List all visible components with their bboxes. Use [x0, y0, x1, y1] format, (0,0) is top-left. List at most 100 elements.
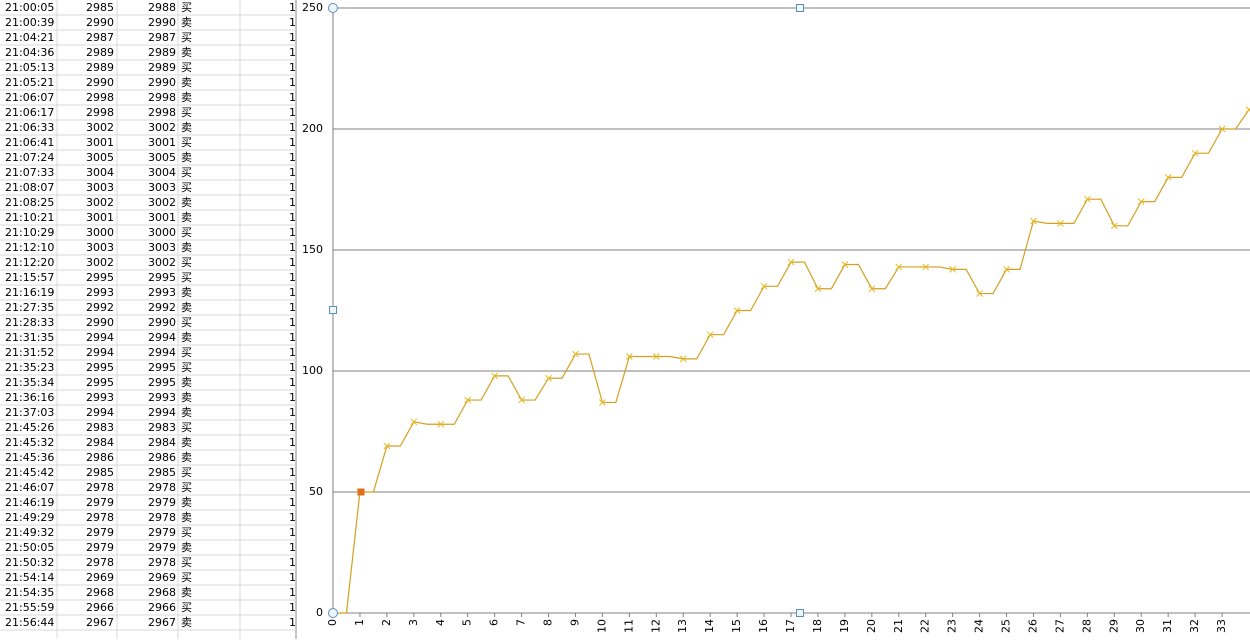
point-marker	[652, 353, 660, 360]
point-marker	[1137, 198, 1145, 205]
x-tick-label: 2	[380, 619, 393, 626]
point-marker	[733, 307, 741, 314]
cell-text: 21:55:59	[5, 601, 54, 614]
point-marker	[1110, 222, 1118, 230]
cell-text: 21:08:07	[5, 181, 54, 194]
point-marker	[1083, 195, 1091, 203]
cell-text: 2994	[86, 331, 114, 344]
cell-text: 21:04:21	[5, 31, 54, 44]
cell-text: 2979	[86, 541, 114, 554]
x-tick-label: 26	[1026, 619, 1039, 633]
cell-text: 买	[181, 361, 192, 374]
point-marker	[599, 399, 606, 406]
cell-text: 买	[181, 136, 192, 149]
cell-text: 卖	[181, 541, 192, 554]
cell-text: 卖	[181, 121, 192, 134]
cell-text: 买	[181, 481, 192, 494]
cell-text: 买	[181, 256, 192, 269]
cell-text: 2985	[86, 1, 114, 14]
cell-text: 2990	[86, 316, 114, 329]
point-marker	[464, 396, 472, 404]
cell-text: 2979	[148, 496, 176, 509]
cell-text: 21:12:10	[5, 241, 54, 254]
y-tick-label: 250	[302, 1, 323, 14]
cell-text: 2966	[148, 601, 176, 614]
cell-text: 买	[181, 61, 192, 74]
cell-text: 买	[181, 271, 192, 284]
cell-text: 1	[289, 601, 296, 614]
cell-text: 21:45:32	[5, 436, 54, 449]
cell-text: 1	[289, 16, 296, 29]
cell-text: 2983	[148, 421, 176, 434]
cell-text: 1	[289, 286, 296, 299]
cell-text: 1	[289, 301, 296, 314]
cell-text: 买	[181, 526, 192, 539]
cell-text: 买	[181, 31, 192, 44]
chart-area[interactable]	[296, 0, 1250, 639]
cell-text: 1	[289, 451, 296, 464]
cell-text: 1	[289, 91, 296, 104]
x-tick-label: 17	[784, 619, 797, 633]
cell-text: 1	[289, 76, 296, 89]
x-tick-label: 32	[1188, 619, 1201, 633]
cell-text: 2993	[148, 286, 176, 299]
cell-text: 2995	[148, 271, 176, 284]
cell-text: 卖	[181, 436, 192, 449]
cell-text: 21:04:36	[5, 46, 54, 59]
cell-text: 买	[181, 181, 192, 194]
cell-text: 2984	[86, 436, 114, 449]
y-tick-label: 100	[302, 364, 323, 377]
x-tick-label: 11	[622, 619, 635, 633]
cell-text: 卖	[181, 286, 192, 299]
cell-text: 2998	[86, 91, 114, 104]
cell-text: 卖	[181, 91, 192, 104]
cell-text: 21:07:33	[5, 166, 54, 179]
cell-text: 21:45:26	[5, 421, 54, 434]
x-tick-label: 21	[892, 619, 905, 633]
cell-text: 21:00:39	[5, 16, 54, 29]
cell-text: 21:54:14	[5, 571, 54, 584]
cell-text: 1	[289, 556, 296, 569]
cell-text: 2992	[86, 301, 114, 314]
cell-text: 2990	[148, 76, 176, 89]
cell-text: 买	[181, 316, 192, 329]
cell-text: 3003	[148, 241, 176, 254]
cell-text: 1	[289, 46, 296, 59]
selection-handle	[796, 609, 804, 617]
point-marker	[491, 372, 499, 380]
x-tick-label: 28	[1080, 619, 1093, 633]
x-tick-label: 27	[1053, 619, 1066, 633]
cell-text: 2990	[86, 76, 114, 89]
cell-text: 卖	[181, 16, 192, 29]
cell-text: 1	[289, 481, 296, 494]
cell-text: 2989	[148, 61, 176, 74]
cell-text: 卖	[181, 151, 192, 164]
point-marker	[706, 331, 714, 339]
cell-text: 3002	[86, 196, 114, 209]
y-tick-label: 0	[316, 606, 323, 619]
cell-text: 1	[289, 181, 296, 194]
cell-text: 21:08:25	[5, 196, 54, 209]
point-marker	[1030, 217, 1037, 225]
cell-text: 卖	[181, 376, 192, 389]
x-tick-label: 19	[838, 619, 851, 633]
cell-text: 2979	[86, 496, 114, 509]
cell-text: 1	[289, 196, 296, 209]
cell-text: 1	[289, 511, 296, 524]
cell-text: 21:35:23	[5, 361, 54, 374]
cell-text: 21:45:36	[5, 451, 54, 464]
cell-text: 2978	[86, 511, 114, 524]
cell-text: 21:27:35	[5, 301, 54, 314]
cell-text: 21:50:05	[5, 541, 54, 554]
x-tick-label: 5	[461, 619, 474, 626]
cell-text: 2993	[86, 286, 114, 299]
point-marker	[760, 282, 768, 290]
cell-text: 买	[181, 601, 192, 614]
y-tick-label: 200	[302, 122, 323, 135]
cell-text: 3002	[148, 256, 176, 269]
x-tick-label: 29	[1107, 619, 1120, 633]
cell-text: 1	[289, 421, 296, 434]
cell-text: 21:06:41	[5, 136, 54, 149]
point-marker	[1245, 106, 1250, 113]
cell-text: 3001	[148, 211, 176, 224]
